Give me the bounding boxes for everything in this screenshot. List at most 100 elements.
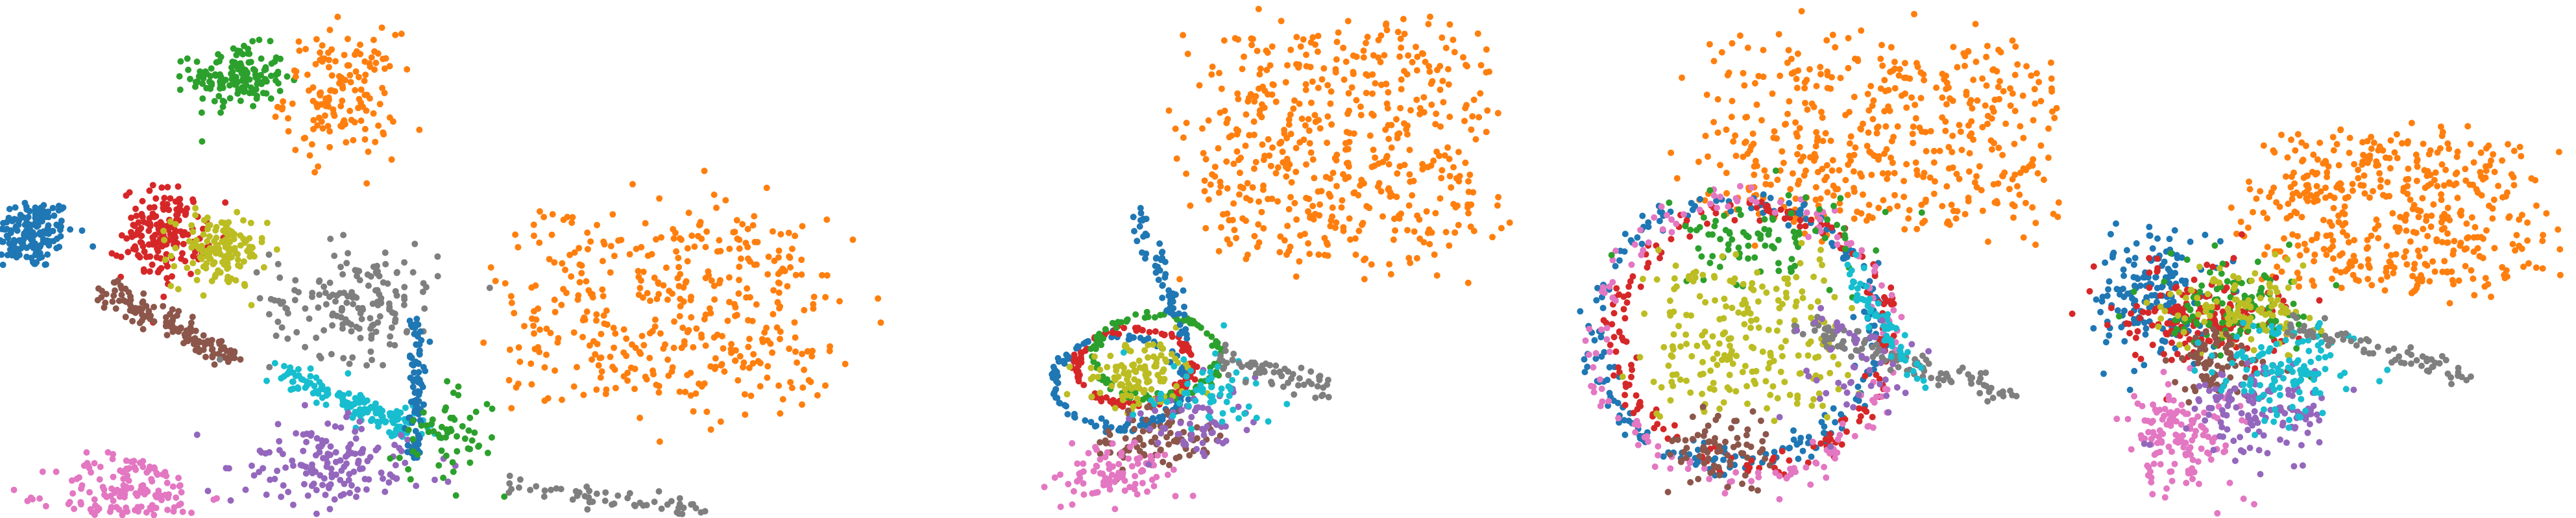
scatter-point	[402, 460, 409, 467]
scatter-point	[1049, 375, 1056, 381]
scatter-point	[1282, 79, 1289, 86]
scatter-point	[595, 362, 602, 369]
scatter-point	[461, 435, 468, 442]
scatter-point	[677, 271, 684, 278]
scatter-point	[1840, 225, 1847, 232]
scatter-point	[1720, 315, 1727, 322]
scatter-point	[653, 236, 659, 243]
scatter-point	[278, 493, 285, 500]
scatter-point	[1199, 439, 1206, 447]
scatter-point	[1409, 58, 1416, 66]
scatter-point	[1215, 438, 1222, 445]
scatter-point	[49, 204, 56, 212]
scatter-point	[1742, 472, 1749, 479]
scatter-point	[1585, 351, 1592, 358]
scatter-point	[1817, 440, 1825, 447]
scatter-point	[1214, 363, 1221, 370]
scatter-point	[296, 47, 303, 55]
scatter-point	[1984, 238, 1991, 245]
scatter-point	[139, 214, 146, 221]
scatter-point	[128, 214, 135, 221]
scatter-point	[199, 225, 206, 232]
scatter-point	[1141, 365, 1148, 373]
scatter-point	[1494, 202, 1501, 209]
scatter-point	[315, 304, 322, 311]
scatter-point	[1860, 191, 1866, 198]
scatter-point	[387, 455, 394, 462]
scatter-point	[1155, 277, 1162, 284]
scatter-point	[549, 211, 556, 218]
scatter-point	[192, 79, 199, 86]
scatter-point	[337, 103, 345, 110]
scatter-point	[391, 441, 398, 449]
scatter-point	[355, 105, 362, 112]
scatter-point	[1383, 80, 1389, 88]
scatter-point	[320, 454, 326, 462]
cluster-3-7	[1664, 403, 1773, 495]
scatter-point	[358, 99, 365, 106]
scatter-point	[1979, 207, 1986, 214]
scatter-point	[127, 307, 134, 314]
scatter-point	[711, 296, 718, 303]
scatter-point	[1769, 90, 1776, 97]
scatter-point	[1180, 32, 1187, 39]
scatter-point	[172, 245, 179, 252]
scatter-point	[1615, 364, 1622, 371]
cluster-2-5	[1063, 324, 1211, 434]
scatter-point	[1612, 297, 1619, 304]
scatter-point	[404, 66, 411, 73]
scatter-point	[2051, 114, 2058, 121]
scatter-point	[1785, 191, 1792, 199]
scatter-point	[1180, 134, 1187, 141]
scatter-point	[2020, 134, 2027, 142]
scatter-point	[1686, 460, 1694, 467]
scatter-point	[2045, 125, 2052, 132]
scatter-point	[45, 208, 52, 216]
scatter-point	[578, 269, 585, 277]
scatter-point	[250, 472, 258, 479]
scatter-point	[1905, 215, 1912, 222]
scatter-point	[1130, 214, 1137, 221]
scatter-point	[1788, 70, 1795, 77]
scatter-point	[707, 426, 714, 433]
scatter-point	[1397, 105, 1404, 112]
scatter-point	[1258, 208, 1265, 216]
scatter-point	[548, 231, 555, 238]
scatter-point	[775, 247, 783, 254]
scatter-point	[1198, 125, 1206, 132]
scatter-point	[1184, 389, 1191, 397]
scatter-point	[644, 253, 651, 259]
scatter-point	[1281, 237, 1288, 244]
scatter-point	[411, 389, 419, 396]
scatter-point	[1752, 158, 1759, 164]
scatter-point	[1736, 182, 1744, 190]
scatter-point	[1284, 223, 1291, 230]
scatter-point	[337, 476, 344, 484]
scatter-point	[1616, 257, 1623, 264]
scatter-point	[1794, 392, 1801, 399]
scatter-point	[283, 305, 290, 312]
scatter-point	[1089, 490, 1096, 497]
scatter-point	[527, 486, 534, 493]
scatter-point	[1223, 399, 1230, 406]
scatter-point	[2032, 241, 2039, 248]
scatter-point	[1695, 158, 1702, 166]
scatter-point	[1423, 208, 1430, 215]
scatter-point	[1088, 364, 1095, 371]
scatter-point	[1683, 377, 1690, 384]
scatter-point	[1484, 107, 1491, 114]
scatter-point	[357, 51, 364, 58]
scatter-point	[552, 308, 559, 315]
scatter-point	[207, 341, 214, 348]
scatter-point	[629, 180, 636, 188]
scatter-point	[1943, 101, 1950, 108]
scatter-point	[1041, 484, 1048, 491]
scatter-point	[1627, 278, 1634, 285]
scatter-point	[1675, 323, 1683, 330]
scatter-point	[1989, 66, 1997, 73]
scatter-point	[465, 427, 472, 434]
scatter-point	[1193, 435, 1200, 442]
scatter-point	[423, 422, 430, 429]
scatter-point	[1213, 340, 1221, 347]
scatter-point	[1372, 154, 1379, 161]
